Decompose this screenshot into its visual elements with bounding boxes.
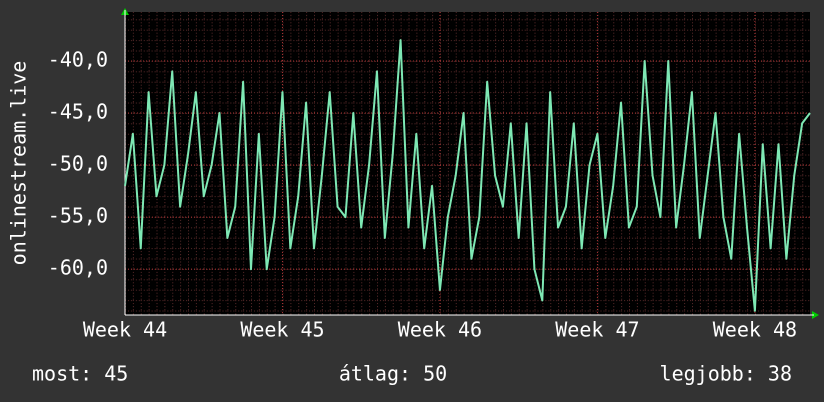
footer-average: átlag: 50 bbox=[339, 362, 447, 386]
y-tick-label: -45,0 bbox=[48, 100, 108, 124]
x-tick-label: Week 47 bbox=[555, 318, 639, 342]
y-axis-label: onlinestream.live bbox=[7, 61, 31, 266]
axis-arrow bbox=[812, 311, 819, 319]
y-tick-label: -60,0 bbox=[48, 256, 108, 280]
x-tick-label: Week 44 bbox=[83, 318, 167, 342]
data-line bbox=[124, 39, 811, 312]
footer-current: most: 45 bbox=[32, 362, 128, 386]
footer-best: legjobb: 38 bbox=[660, 362, 792, 386]
x-tick-label: Week 48 bbox=[713, 318, 797, 342]
y-tick-label: -55,0 bbox=[48, 204, 108, 228]
y-tick-label: -50,0 bbox=[48, 152, 108, 176]
x-tick-label: Week 45 bbox=[240, 318, 324, 342]
x-tick-label: Week 46 bbox=[398, 318, 482, 342]
y-tick-label: -40,0 bbox=[48, 47, 108, 71]
